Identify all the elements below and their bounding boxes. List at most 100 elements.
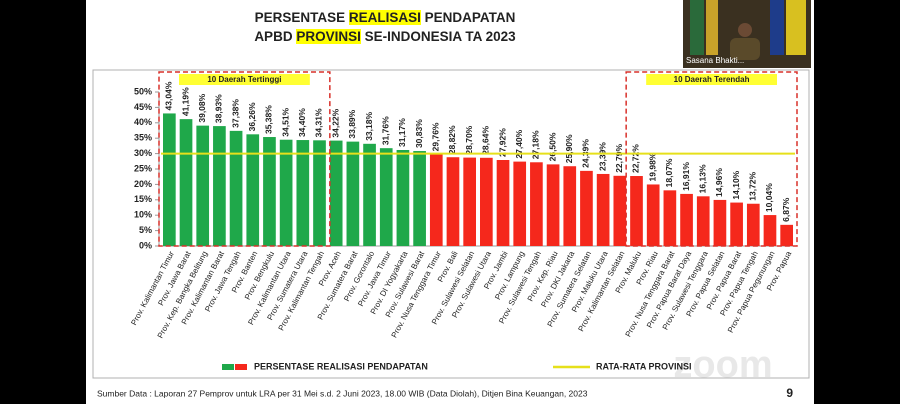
bar	[396, 149, 410, 246]
bar	[680, 193, 693, 246]
value-label: 34,22%	[330, 108, 340, 137]
group-label: 10 Daerah Tertinggi	[207, 75, 281, 84]
value-label: 13,72%	[748, 171, 758, 200]
video-person	[730, 38, 760, 60]
value-label: 28,64%	[481, 126, 491, 155]
bar	[496, 160, 510, 246]
y-tick-label: 25%	[134, 163, 152, 173]
video-tile-name: Sasana Bhakti...	[686, 56, 744, 65]
group-label-bg	[646, 74, 777, 85]
value-label: 26,50%	[547, 132, 557, 161]
value-label: 29,76%	[431, 122, 441, 151]
video-flag	[690, 0, 704, 55]
y-tick-label: 40%	[134, 117, 152, 127]
bar	[163, 113, 176, 246]
value-label: 33,89%	[347, 109, 357, 138]
bar	[730, 202, 743, 246]
bar	[329, 140, 343, 246]
source-note: Sumber Data : Laporan 27 Pemprov untuk L…	[97, 388, 588, 398]
page-number: 9	[786, 386, 793, 400]
bar	[429, 154, 443, 246]
watermark: zoom	[673, 344, 772, 386]
y-tick-label: 5%	[139, 225, 152, 235]
bar	[580, 170, 593, 246]
video-tile: Sasana Bhakti...	[683, 0, 811, 68]
value-label: 35,38%	[264, 105, 274, 134]
bar	[763, 215, 777, 246]
value-label: 6,87%	[781, 197, 791, 222]
value-label: 43,04%	[164, 81, 174, 110]
value-label: 34,31%	[314, 108, 324, 137]
value-label: 25,90%	[564, 134, 574, 163]
bar	[563, 166, 577, 246]
y-tick-label: 50%	[134, 86, 152, 96]
value-label: 27,40%	[514, 129, 524, 158]
bar	[246, 134, 260, 246]
value-label: 14,96%	[714, 168, 724, 197]
video-flag	[786, 0, 806, 55]
bar	[596, 173, 610, 246]
group-label-bg	[179, 74, 310, 85]
bar	[480, 157, 493, 246]
value-label: 27,92%	[497, 128, 507, 157]
group-box	[625, 71, 798, 247]
bar	[229, 130, 243, 246]
video-flag	[706, 0, 718, 55]
bar	[746, 203, 760, 246]
value-label: 14,10%	[731, 170, 741, 199]
bar	[713, 199, 727, 246]
value-label: 36,26%	[247, 102, 257, 131]
bar	[630, 176, 643, 246]
bar	[446, 157, 460, 246]
bar	[413, 151, 426, 246]
value-label: 18,07%	[664, 158, 674, 187]
value-label: 37,38%	[230, 99, 240, 128]
value-label: 27,18%	[531, 130, 541, 159]
bar	[663, 190, 677, 246]
value-label: 16,91%	[681, 162, 691, 191]
value-label: 10,04%	[764, 183, 774, 212]
bar	[363, 143, 376, 246]
title-part: PENDAPATAN	[424, 10, 516, 25]
value-label: 34,51%	[280, 107, 290, 136]
value-label: 38,93%	[214, 94, 224, 123]
title-highlight: REALISASI	[348, 10, 421, 25]
legend-label: RATA-RATA PROVINSI	[596, 361, 692, 371]
title-line: PERSENTASE REALISASI PENDAPATAN	[86, 8, 684, 27]
bar	[780, 224, 793, 246]
title-part: SE-INDONESIA TA 2023	[364, 29, 516, 44]
bar	[346, 141, 360, 246]
value-label: 33,18%	[364, 112, 374, 141]
bar	[463, 157, 476, 246]
value-label: 31,17%	[397, 118, 407, 147]
bar	[646, 184, 660, 246]
y-tick-label: 35%	[134, 133, 152, 143]
bar	[379, 148, 393, 246]
y-tick-label: 0%	[139, 240, 152, 250]
value-label: 16,13%	[697, 164, 707, 193]
value-label: 30,83%	[414, 119, 424, 148]
value-label: 39,08%	[197, 93, 207, 122]
y-tick-label: 10%	[134, 210, 152, 220]
bar	[546, 164, 560, 246]
bar	[263, 137, 276, 246]
legend-label: PERSENTASE REALISASI PENDAPATAN	[254, 361, 428, 371]
y-tick-label: 45%	[134, 102, 152, 112]
bar	[696, 196, 710, 246]
value-label: 28,82%	[447, 125, 457, 154]
bar	[279, 139, 293, 246]
title-line: APBD PROVINSI SE-INDONESIA TA 2023	[86, 27, 684, 46]
y-tick-label: 30%	[134, 148, 152, 158]
title-part: PERSENTASE	[254, 10, 346, 25]
legend-swatch	[222, 364, 234, 370]
legend-swatch	[235, 364, 247, 370]
y-tick-label: 15%	[134, 194, 152, 204]
title-part: APBD	[254, 29, 293, 44]
bar	[196, 125, 210, 246]
video-person	[738, 23, 752, 37]
chart-frame	[92, 69, 810, 379]
bar	[179, 119, 193, 246]
value-label: 28,70%	[464, 125, 474, 154]
value-label: 22,72%	[631, 144, 641, 173]
